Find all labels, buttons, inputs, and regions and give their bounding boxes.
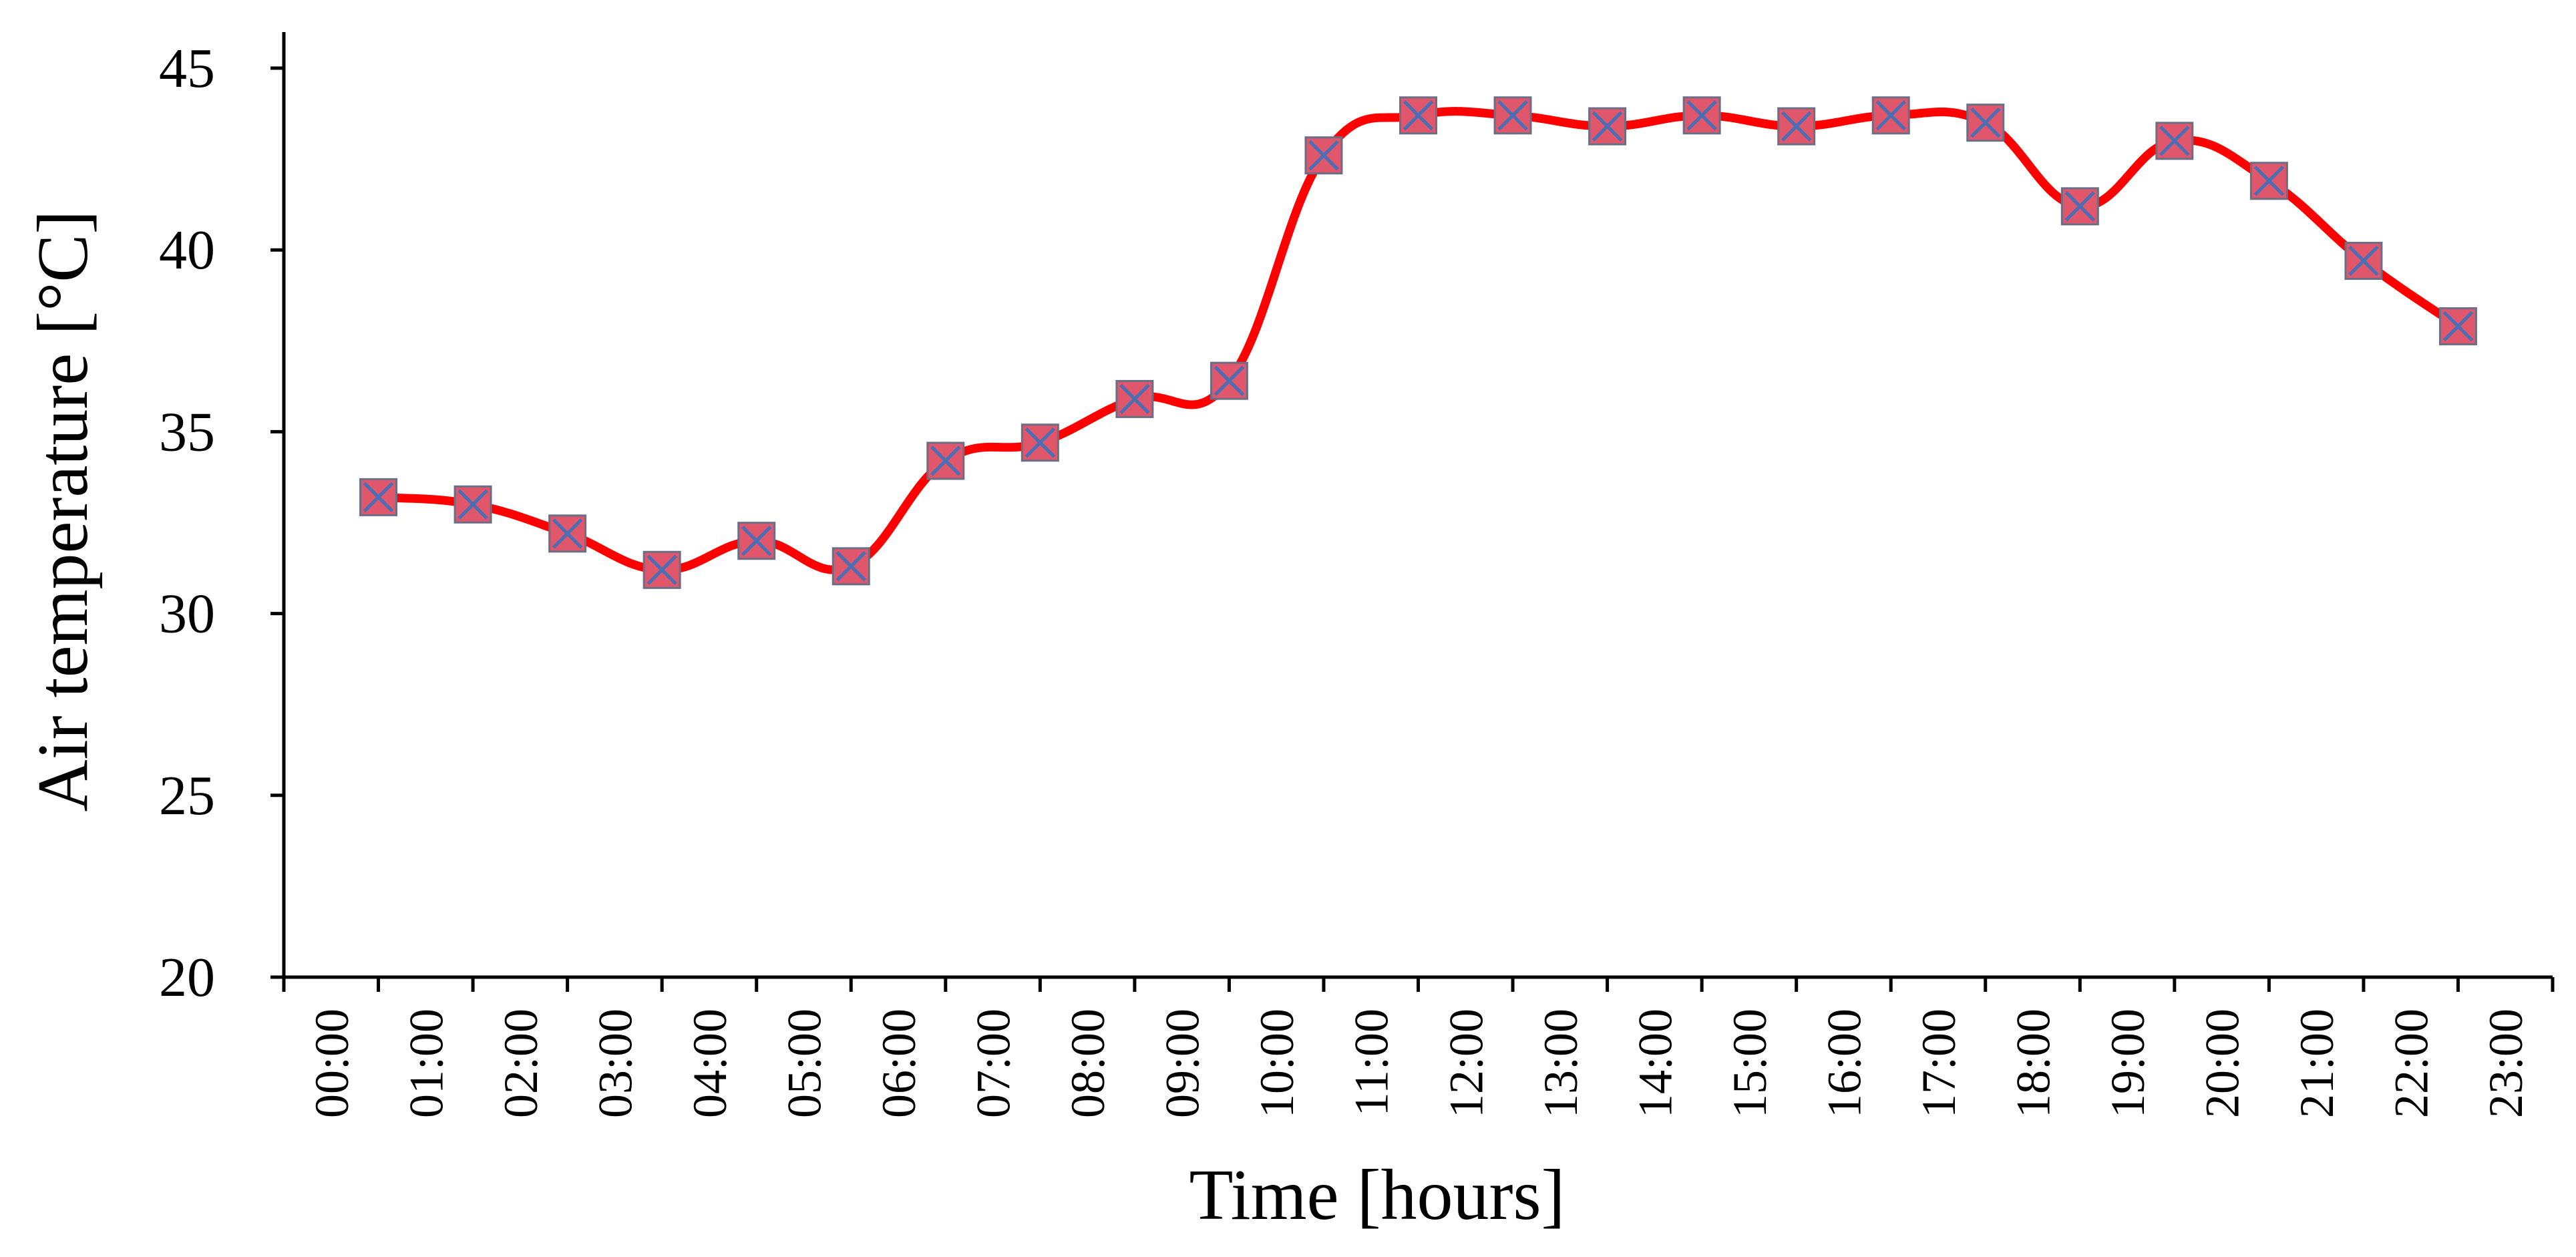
x-tick-label: 20:00 [2196,1009,2249,1118]
x-tick-label: 17:00 [1912,1009,1966,1118]
x-tick-label: 07:00 [967,1009,1021,1118]
x-tick-label: 08:00 [1061,1009,1115,1118]
x-tick-label: 15:00 [1723,1009,1777,1118]
y-tick-label: 35 [159,401,215,463]
data-point [1399,96,1437,135]
data-point-cross [1214,365,1245,396]
y-axis-title: Air temperature [°C] [23,210,103,812]
data-point [832,547,870,586]
data-point [2344,242,2383,281]
data-point [2438,307,2477,346]
x-tick-label: 09:00 [1156,1009,1210,1118]
y-tick-label: 25 [159,765,215,827]
data-point-cross [647,554,677,586]
x-tick-label: 13:00 [1534,1009,1588,1118]
x-tick-label: 02:00 [494,1009,548,1118]
x-tick-label: 01:00 [399,1009,453,1118]
data-point-cross [1781,111,1812,142]
data-point [1304,136,1343,175]
data-point-cross [2064,191,2096,222]
data-point [737,522,776,560]
x-tick-label: 06:00 [872,1009,926,1118]
data-point [2060,187,2099,226]
x-tick-label: 18:00 [2007,1009,2060,1118]
x-tick-label: 22:00 [2385,1009,2438,1118]
data-series [359,96,2477,589]
data-point [453,485,492,524]
data-point [1966,104,2005,142]
data-point-cross [2348,245,2379,277]
x-tick-label: 03:00 [588,1009,642,1118]
x-axis-ticks: 00:00 01:00 02:00 03:00 04:00 05:00 06:00 07:00… [282,977,2555,1118]
x-tick-label: 12:00 [1439,1009,1493,1118]
data-point [359,478,398,516]
data-point [2155,122,2194,160]
data-point-cross [930,445,961,476]
data-point-cross [2442,311,2474,342]
x-tick-label: 10:00 [1250,1009,1304,1118]
x-tick-label: 00:00 [305,1009,359,1118]
y-tick-label: 20 [159,946,215,1009]
data-point-cross [1875,100,1906,131]
data-point-cross [2253,165,2285,196]
data-point-cross [457,489,488,520]
series-line [374,107,2462,574]
y-tick-label: 45 [159,37,215,100]
data-point [1493,96,1532,135]
y-axis-ticks: 20 25 30 35 40 45 [159,37,284,1009]
data-point-cross [1592,111,1623,142]
x-tick-label: 16:00 [1817,1009,1871,1118]
data-point-cross [2159,126,2190,156]
data-point [2249,162,2288,200]
data-point [642,550,681,589]
data-point [1871,96,1910,135]
x-tick-label: 05:00 [777,1009,831,1118]
data-point-cross [1686,100,1717,131]
data-point-cross [1403,100,1434,131]
y-tick-label: 30 [159,583,215,645]
data-point [1777,107,1816,146]
data-point [1115,379,1154,418]
x-tick-label: 11:00 [1345,1009,1399,1116]
data-point-cross [1119,383,1150,415]
data-point [1682,96,1721,135]
data-point-cross [741,525,772,556]
x-tick-label: 14:00 [1628,1009,1682,1118]
data-point [926,441,965,480]
x-tick-label: 21:00 [2290,1009,2344,1118]
x-tick-label: 23:00 [2479,1009,2533,1118]
data-point-cross [552,518,583,549]
data-point-cross [836,551,867,582]
data-point-cross [1308,140,1339,171]
data-point [1210,361,1248,400]
data-point [1588,107,1627,146]
axes [282,32,2553,979]
y-tick-label: 40 [159,219,215,281]
data-point-cross [1025,427,1056,458]
x-axis-title: Time [hours] [1189,1155,1565,1235]
data-point-cross [1497,100,1528,131]
data-point-cross [363,482,394,513]
data-point [1021,423,1059,462]
x-tick-label: 04:00 [683,1009,737,1118]
x-tick-label: 19:00 [2101,1009,2155,1118]
data-point-cross [1970,107,2001,138]
data-point [548,514,587,553]
